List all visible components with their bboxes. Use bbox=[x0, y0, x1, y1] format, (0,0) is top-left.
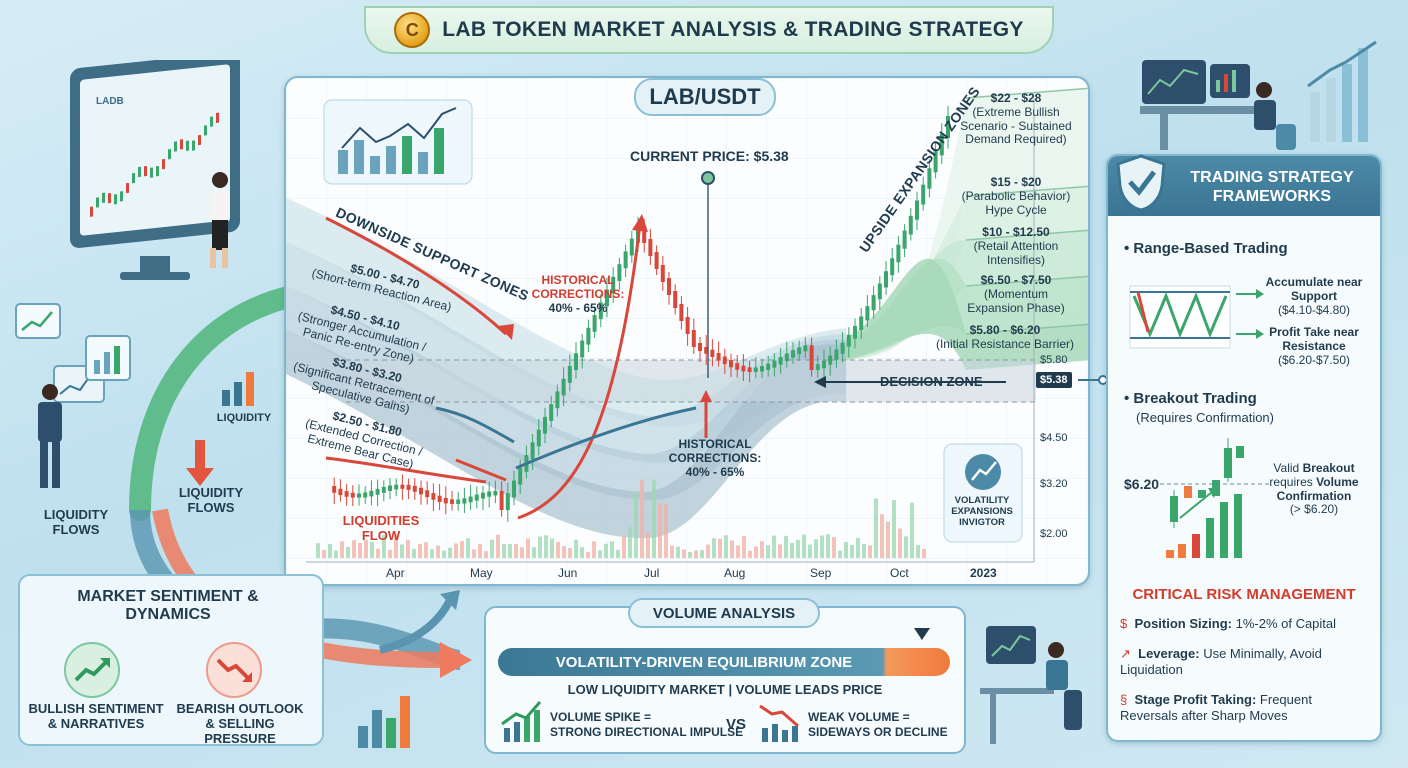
historical-corrections-2: HISTORICAL CORRECTIONS: 40% - 65% bbox=[668, 437, 762, 479]
sentiment-title: MARKET SENTIMENT & DYNAMICS bbox=[77, 588, 259, 624]
current-price-label: CURRENT PRICE: $5.38 bbox=[630, 148, 789, 164]
x-tick-jul: Jul bbox=[644, 566, 660, 580]
bullish-label: BULLISH SENTIMENT & NARRATIVES bbox=[28, 701, 164, 731]
volume-spike-icon bbox=[501, 701, 542, 742]
upside-bands bbox=[846, 87, 1088, 370]
profit-take-note: Profit Take near Resistance ($6.20-$7.50) bbox=[1269, 325, 1359, 367]
vs-label: VS bbox=[726, 716, 747, 733]
risk-item-1: $ Position Sizing: 1%-2% of Capital bbox=[1120, 616, 1337, 631]
bullish-icon bbox=[64, 642, 120, 698]
current-price-tag: $5.38 bbox=[1036, 372, 1072, 388]
doc-chart-icon bbox=[85, 335, 131, 381]
breakout-sub: (Requires Confirmation) bbox=[1136, 410, 1274, 425]
connector-line bbox=[1078, 375, 1108, 385]
up-zone-1: $22 - $28 (Extreme Bullish Scenario - Sus… bbox=[960, 91, 1072, 147]
strategy-title: TRADING STRATEGY FRAMEWORKS bbox=[1190, 169, 1354, 206]
analyst-desk-illustration bbox=[980, 626, 1082, 744]
up-zone-3: $10 - $12.50 (Retail Attention Intensifie… bbox=[973, 225, 1059, 267]
cash-stack-icon: § bbox=[1120, 692, 1128, 707]
trend-up-icon: ↗ bbox=[1120, 646, 1131, 661]
chart-panel bbox=[284, 76, 1090, 586]
x-tick-oct: Oct bbox=[890, 566, 909, 580]
monitor-illustration bbox=[70, 60, 240, 280]
liquidity-bars-icon bbox=[222, 372, 254, 406]
liquidity-flows-label-2: LIQUIDITY FLOWS bbox=[178, 485, 244, 515]
y-tick-1: $5.80 bbox=[1040, 354, 1068, 366]
risk-item-2: ↗ Leverage: Use Minimally, Avoid Liquida… bbox=[1120, 646, 1322, 678]
volume-bars bbox=[316, 479, 926, 558]
current-price-marker bbox=[701, 171, 715, 185]
breakout-level: $6.20 bbox=[1124, 476, 1160, 492]
candlesticks bbox=[332, 105, 950, 522]
volume-spike-text: VOLUME SPIKE = STRONG DIRECTIONAL IMPULSE bbox=[550, 710, 744, 739]
volume-sub: LOW LIQUIDITY MARKET | VOLUME LEADS PRIC… bbox=[567, 682, 883, 697]
range-trading-diagram bbox=[1129, 285, 1231, 349]
breakout-note: Valid Breakout requires Volume Confirmat… bbox=[1269, 461, 1359, 517]
x-tick-aug: Aug bbox=[724, 566, 746, 580]
marker-down-icon bbox=[914, 628, 930, 640]
title-banner: C LAB TOKEN MARKET ANALYSIS & TRADING ST… bbox=[364, 6, 1054, 54]
x-tick-sep: Sep bbox=[810, 566, 832, 580]
volume-title: VOLUME ANALYSIS bbox=[628, 598, 820, 628]
equilibrium-bar: VOLATILITY-DRIVEN EQUILIBRIUM ZONE bbox=[498, 648, 950, 676]
breakout-title: • Breakout Trading bbox=[1124, 390, 1257, 407]
breakout-diagram bbox=[1160, 438, 1270, 558]
page-title: LAB TOKEN MARKET ANALYSIS & TRADING STRA… bbox=[442, 18, 1024, 41]
up-zone-5: $5.80 - $6.20 (Initial Resistance Barrier… bbox=[935, 323, 1075, 351]
up-zone-4: $6.50 - $7.50 (Momentum Expansion Phase) bbox=[967, 273, 1065, 315]
chart-card-icon bbox=[15, 303, 61, 339]
x-tick-may: May bbox=[470, 566, 493, 580]
y-tick-2: $4.50 bbox=[1040, 432, 1068, 444]
accumulate-note: Accumulate near Support ($4.10-$4.80) bbox=[1265, 275, 1363, 317]
money-bag-icon: $ bbox=[1120, 616, 1128, 631]
liquidity-label: LIQUIDITY bbox=[216, 412, 272, 424]
risk-item-3: § Stage Profit Taking: Frequent Reversal… bbox=[1120, 692, 1312, 724]
monitor-label: LADB bbox=[96, 96, 124, 107]
y-tick-4: $2.00 bbox=[1040, 528, 1068, 540]
range-trading-title: • Range-Based Trading bbox=[1124, 240, 1288, 257]
volatility-badge: VOLATILITY EXPANSIONS INVIGTOR bbox=[951, 495, 1013, 528]
y-tick-3: $3.20 bbox=[1040, 478, 1068, 490]
bearish-label: BEARISH OUTLOOK & SELLING PRESSURE bbox=[176, 701, 304, 746]
range-arrows bbox=[1236, 289, 1264, 339]
decor-bars bbox=[358, 696, 410, 748]
decision-zone-label: DECISION ZONE bbox=[880, 374, 983, 389]
weak-volume-icon bbox=[759, 704, 799, 742]
x-tick-2023: 2023 bbox=[970, 566, 997, 580]
shield-check-icon bbox=[1116, 154, 1166, 212]
up-zone-2: $15 - $20 (Parabolic Behavior) Hype Cycle bbox=[961, 175, 1071, 217]
bearish-icon bbox=[206, 642, 262, 698]
price-chart bbox=[286, 78, 1088, 584]
x-tick-apr: Apr bbox=[386, 566, 405, 580]
liquidities-flow: LIQUIDITIES FLOW bbox=[342, 513, 420, 543]
x-tick-jun: Jun bbox=[558, 566, 578, 580]
trader-illustration bbox=[1140, 40, 1377, 150]
risk-title: CRITICAL RISK MANAGEMENT bbox=[1132, 586, 1356, 603]
coin-icon: C bbox=[394, 12, 431, 48]
pair-label: LAB/USDT bbox=[634, 78, 776, 116]
liquidity-flows-label-1: LIQUIDITY FLOWS bbox=[43, 507, 109, 537]
weak-volume-text: WEAK VOLUME = SIDEWAYS OR DECLINE bbox=[808, 710, 948, 739]
historical-corrections-1: HISTORICAL CORRECTIONS: 40% - 65% bbox=[531, 273, 625, 315]
